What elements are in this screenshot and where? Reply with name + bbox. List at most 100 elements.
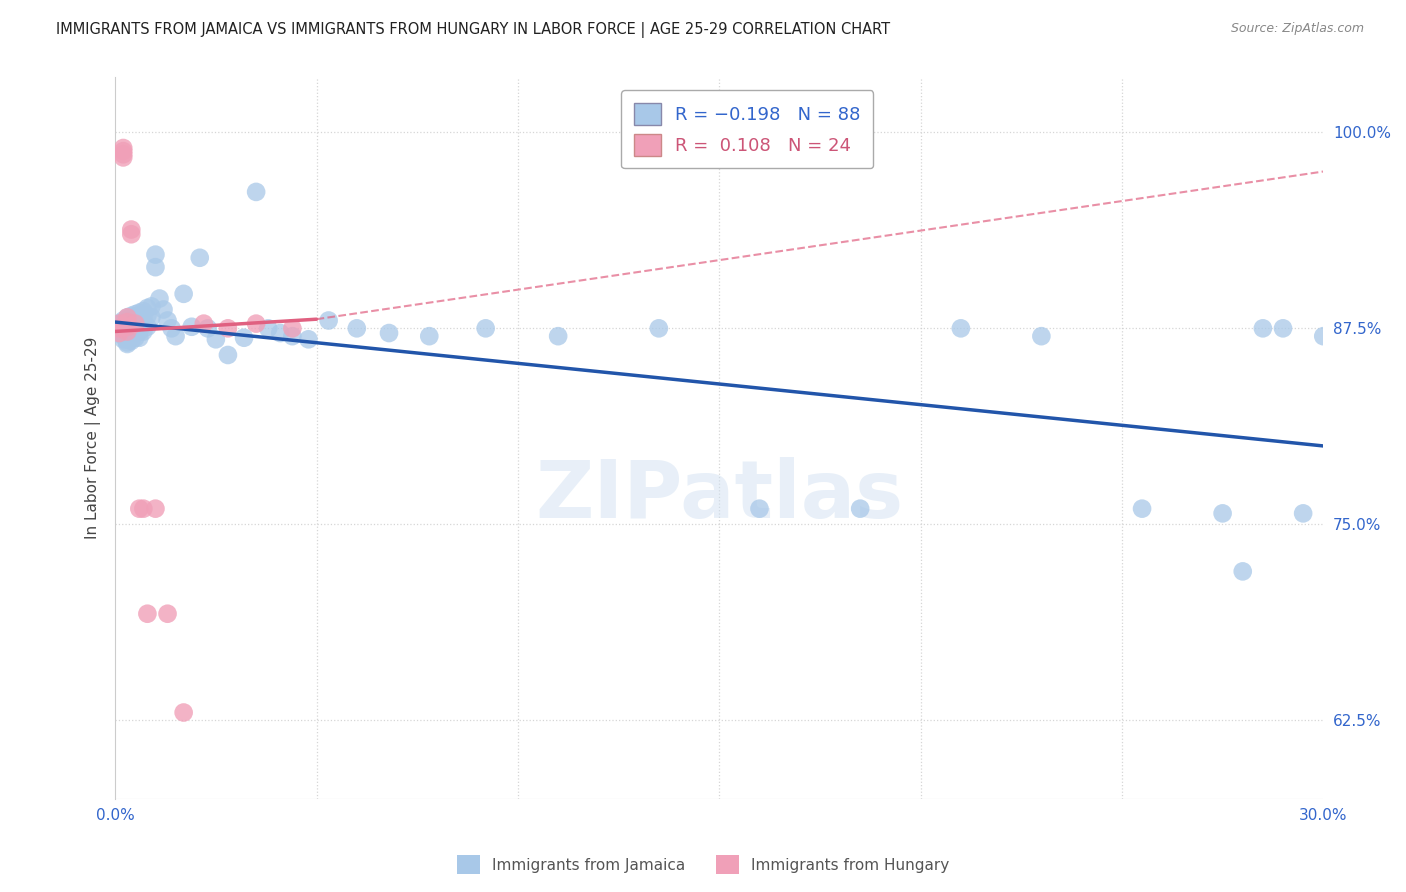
- Point: [156, 607, 179, 621]
- Point: [136, 607, 159, 621]
- Point: [849, 501, 872, 516]
- Point: [108, 321, 131, 335]
- Point: [124, 317, 146, 331]
- Point: [117, 325, 139, 339]
- Point: [132, 310, 155, 325]
- Point: [1130, 501, 1153, 516]
- Point: [378, 326, 401, 340]
- Point: [132, 304, 155, 318]
- Point: [418, 329, 440, 343]
- Point: [233, 331, 256, 345]
- Point: [112, 317, 135, 331]
- Point: [297, 332, 319, 346]
- Point: [165, 329, 187, 343]
- Point: [112, 141, 135, 155]
- Point: [112, 325, 135, 339]
- Point: [1251, 321, 1274, 335]
- Point: [112, 321, 135, 335]
- Point: [257, 321, 280, 335]
- Point: [108, 326, 131, 340]
- Point: [318, 313, 340, 327]
- Point: [193, 317, 215, 331]
- Point: [132, 501, 155, 516]
- Point: [120, 222, 142, 236]
- Point: [128, 501, 150, 516]
- Point: [124, 331, 146, 345]
- Point: [1272, 321, 1295, 335]
- Point: [136, 301, 159, 315]
- Point: [124, 315, 146, 329]
- Point: [128, 309, 150, 323]
- Point: [180, 319, 202, 334]
- Point: [112, 327, 135, 342]
- Point: [112, 329, 135, 343]
- Point: [160, 321, 183, 335]
- Point: [148, 292, 170, 306]
- Point: [112, 144, 135, 158]
- Point: [112, 150, 135, 164]
- Point: [117, 319, 139, 334]
- Point: [117, 315, 139, 329]
- Point: [124, 321, 146, 335]
- Point: [245, 317, 267, 331]
- Point: [648, 321, 671, 335]
- Point: [120, 334, 142, 348]
- Point: [173, 286, 195, 301]
- Point: [117, 313, 139, 327]
- Point: [128, 325, 150, 339]
- Point: [269, 326, 291, 340]
- Point: [112, 332, 135, 346]
- Y-axis label: In Labor Force | Age 25-29: In Labor Force | Age 25-29: [86, 337, 101, 540]
- Point: [117, 327, 139, 342]
- Point: [1292, 507, 1315, 521]
- Point: [145, 247, 167, 261]
- Point: [128, 319, 150, 334]
- Point: [949, 321, 972, 335]
- Point: [124, 310, 146, 325]
- Point: [120, 318, 142, 333]
- Point: [1212, 507, 1234, 521]
- Point: [120, 312, 142, 326]
- Point: [547, 329, 569, 343]
- Point: [145, 501, 167, 516]
- Point: [117, 310, 139, 325]
- Point: [281, 329, 304, 343]
- Point: [117, 337, 139, 351]
- Point: [281, 321, 304, 335]
- Point: [136, 309, 159, 323]
- Point: [117, 325, 139, 339]
- Point: [205, 332, 228, 346]
- Point: [112, 313, 135, 327]
- Point: [748, 501, 770, 516]
- Point: [117, 332, 139, 346]
- Point: [124, 326, 146, 340]
- Point: [120, 315, 142, 329]
- Point: [108, 317, 131, 331]
- Point: [124, 307, 146, 321]
- Text: ZIPatlas: ZIPatlas: [536, 457, 904, 535]
- Legend: Immigrants from Jamaica, Immigrants from Hungary: Immigrants from Jamaica, Immigrants from…: [451, 849, 955, 880]
- Point: [128, 306, 150, 320]
- Point: [474, 321, 496, 335]
- Point: [117, 317, 139, 331]
- Point: [136, 319, 159, 334]
- Point: [1312, 329, 1334, 343]
- Point: [152, 302, 174, 317]
- Point: [346, 321, 368, 335]
- Point: [120, 321, 142, 335]
- Point: [217, 348, 239, 362]
- Point: [112, 147, 135, 161]
- Point: [132, 325, 155, 339]
- Point: [188, 251, 211, 265]
- Point: [120, 309, 142, 323]
- Point: [117, 329, 139, 343]
- Point: [108, 319, 131, 334]
- Point: [124, 318, 146, 333]
- Text: IMMIGRANTS FROM JAMAICA VS IMMIGRANTS FROM HUNGARY IN LABOR FORCE | AGE 25-29 CO: IMMIGRANTS FROM JAMAICA VS IMMIGRANTS FR…: [56, 22, 890, 38]
- Point: [120, 227, 142, 242]
- Point: [117, 335, 139, 350]
- Point: [1232, 565, 1254, 579]
- Point: [173, 706, 195, 720]
- Point: [197, 321, 219, 335]
- Point: [141, 310, 163, 325]
